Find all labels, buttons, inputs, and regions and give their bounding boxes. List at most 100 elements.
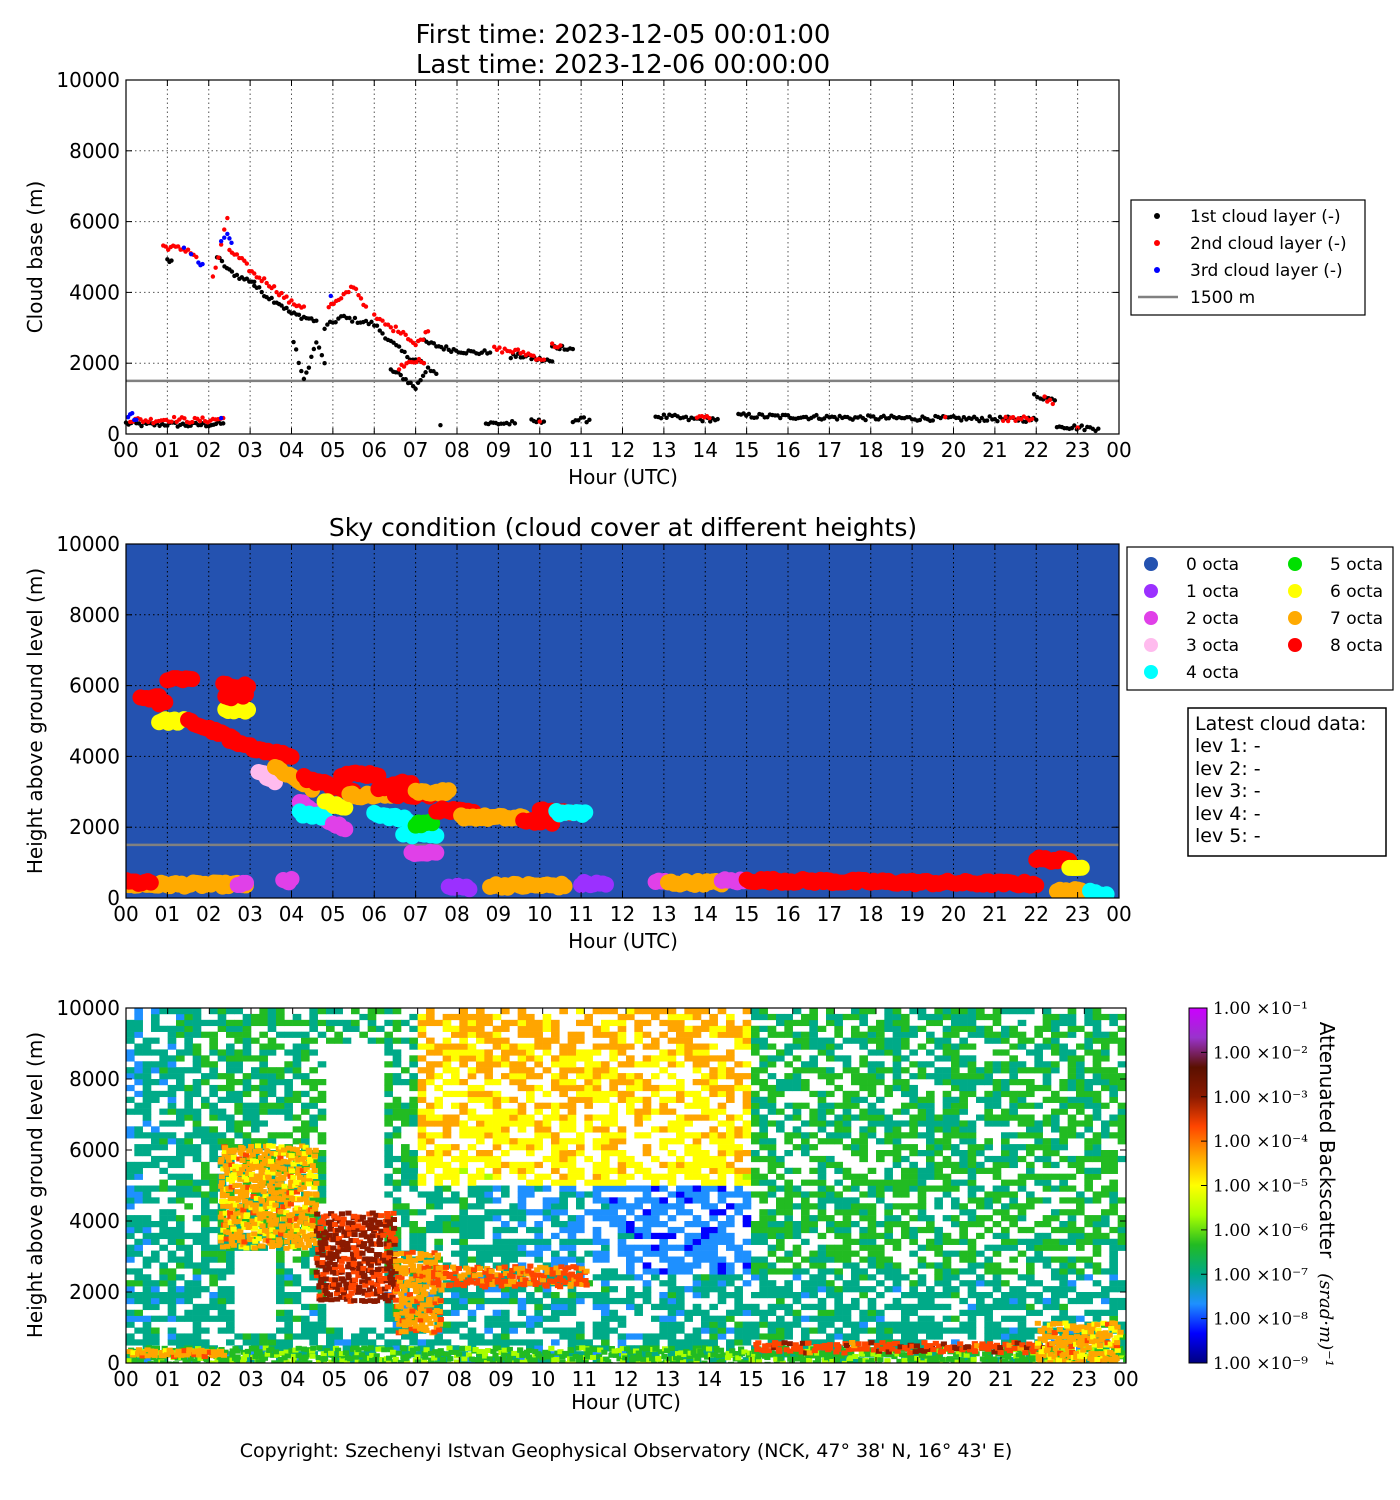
heatmap-cell bbox=[451, 1297, 460, 1305]
heatmap-cell bbox=[459, 1013, 468, 1021]
heatmap-cell bbox=[692, 1309, 702, 1316]
heatmap-cell bbox=[892, 1215, 902, 1222]
heatmap-cell bbox=[384, 1061, 393, 1068]
heatmap-cell bbox=[601, 1321, 610, 1328]
heatmap-cell bbox=[726, 1019, 735, 1027]
heatmap-cell bbox=[676, 1297, 685, 1305]
cloud-base-point bbox=[1000, 418, 1006, 423]
heatmap-cell bbox=[451, 1238, 460, 1245]
heatmap-cell bbox=[184, 1244, 193, 1251]
cloud-base-point bbox=[405, 354, 410, 360]
heatmap-cell bbox=[784, 1079, 793, 1086]
cloud-base-point bbox=[148, 416, 154, 422]
heatmap-cell bbox=[684, 1357, 693, 1363]
heatmap-cell bbox=[201, 1031, 210, 1038]
heatmap-cell bbox=[801, 1215, 810, 1222]
heatmap-cell bbox=[792, 1144, 802, 1151]
heatmap-cell bbox=[309, 1049, 318, 1056]
heatmap-cell bbox=[676, 1138, 685, 1145]
heatmap-cell bbox=[909, 1250, 918, 1257]
heatmap-cell bbox=[517, 1203, 527, 1210]
heatmap-cell bbox=[717, 1333, 727, 1340]
heatmap-cell bbox=[542, 1049, 552, 1056]
heatmap-cell bbox=[284, 1309, 293, 1316]
heatmap-cell bbox=[709, 1268, 718, 1275]
heatmap-cell bbox=[767, 1209, 777, 1216]
heatmap-cell bbox=[892, 1120, 902, 1127]
heatmap-cell bbox=[142, 1037, 152, 1044]
heatmap-cell bbox=[617, 1090, 627, 1098]
cloud-base-point bbox=[1096, 426, 1101, 431]
heatmap-cell bbox=[142, 1292, 152, 1299]
heatmap-cell bbox=[192, 1315, 202, 1322]
heatmap-cell bbox=[392, 1114, 402, 1121]
cloud-base-point bbox=[434, 371, 439, 377]
heatmap-cell bbox=[476, 1126, 485, 1133]
heatmap-cell bbox=[917, 1226, 927, 1234]
cloud-base-point bbox=[200, 415, 205, 420]
heatmap-cell bbox=[209, 1244, 218, 1251]
heatmap-cell bbox=[242, 1339, 252, 1346]
x-tick-label: 13 bbox=[651, 902, 676, 926]
heatmap-cell bbox=[142, 1067, 152, 1074]
heatmap-cell bbox=[834, 1274, 843, 1281]
heatmap-cell bbox=[317, 1061, 327, 1068]
heatmap-cell bbox=[884, 1067, 893, 1074]
cloud-base-point bbox=[175, 244, 181, 249]
heatmap-cell bbox=[467, 1297, 477, 1305]
heatmap-cell bbox=[167, 1138, 177, 1145]
heatmap-cell bbox=[609, 1090, 618, 1098]
heatmap-cell bbox=[634, 1226, 643, 1234]
cloud-base-point bbox=[289, 298, 294, 303]
heatmap-cell bbox=[601, 1215, 610, 1222]
heatmap-cell bbox=[167, 1209, 177, 1216]
heatmap-cell bbox=[926, 1173, 935, 1180]
heatmap-cell bbox=[626, 1073, 635, 1080]
heatmap-cell bbox=[134, 1297, 143, 1305]
heatmap-cell bbox=[692, 1067, 702, 1074]
heatmap-cell bbox=[717, 1327, 727, 1334]
heatmap-cell bbox=[234, 1108, 243, 1115]
heatmap-cell bbox=[867, 1244, 877, 1251]
heatmap-cell bbox=[567, 1226, 577, 1234]
heatmap-cell bbox=[717, 1108, 727, 1115]
heatmap-cell bbox=[134, 1339, 143, 1346]
heatmap-cell bbox=[534, 1043, 543, 1050]
heatmap-cell bbox=[851, 1173, 860, 1180]
heatmap-cell bbox=[459, 1150, 468, 1157]
heatmap-cell bbox=[534, 1321, 543, 1328]
heatmap-cell bbox=[209, 1008, 218, 1015]
heatmap-cell bbox=[426, 1292, 435, 1299]
heatmap-cell bbox=[517, 1185, 527, 1192]
heatmap-cell bbox=[734, 1114, 743, 1121]
legend-label: 2nd cloud layer (-) bbox=[1190, 234, 1347, 254]
heatmap-cell bbox=[542, 1043, 552, 1050]
heatmap-cell bbox=[726, 1309, 735, 1316]
x-tick-label: 21 bbox=[982, 902, 1007, 926]
heatmap-cell bbox=[517, 1008, 527, 1015]
heatmap-cell bbox=[767, 1185, 777, 1192]
heatmap-cell bbox=[867, 1084, 877, 1092]
heatmap-cell bbox=[176, 1073, 185, 1080]
heatmap-cell bbox=[742, 1250, 752, 1257]
heatmap-cell bbox=[842, 1096, 852, 1103]
heatmap-cell bbox=[784, 1197, 793, 1204]
heatmap-cell bbox=[176, 1155, 185, 1163]
heatmap-cell bbox=[826, 1215, 835, 1222]
heatmap-cell bbox=[642, 1339, 652, 1346]
heatmap-cell bbox=[859, 1061, 868, 1068]
heatmap-cell bbox=[742, 1221, 752, 1228]
heatmap-cell bbox=[867, 1061, 877, 1068]
heatmap-cell bbox=[634, 1008, 643, 1015]
heatmap-cell bbox=[834, 1333, 843, 1340]
heatmap-cell bbox=[842, 1221, 852, 1228]
heatmap-cell bbox=[176, 1084, 185, 1092]
heatmap-cell bbox=[742, 1203, 752, 1210]
heatmap-cell bbox=[759, 1315, 768, 1322]
heatmap-cell bbox=[134, 1013, 143, 1021]
heatmap-cell bbox=[184, 1333, 193, 1340]
heatmap-cell bbox=[601, 1161, 610, 1169]
cloud-base-point bbox=[372, 312, 377, 317]
heatmap-cell bbox=[392, 1061, 402, 1068]
heatmap-cell bbox=[276, 1327, 285, 1334]
